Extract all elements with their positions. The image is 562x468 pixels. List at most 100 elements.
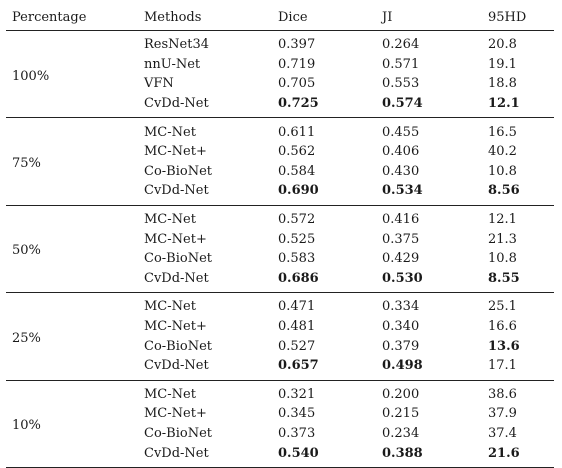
method-cell: Co-BioNet	[144, 163, 212, 179]
ji-cell: 0.416	[382, 212, 420, 228]
table-row: VFN 0.705 0.553 18.8	[6, 74, 554, 94]
method-cell: CvDd-Net	[144, 183, 209, 199]
table-row: Co-BioNet 0.373 0.234 37.4	[6, 424, 554, 444]
group-25pct: 25% MC-Net 0.471 0.334 25.1 MC-Net+ 0.481 0.340…	[6, 293, 554, 380]
ji-cell: 0.574	[382, 96, 423, 112]
table-row: CvDd-Net 0.686 0.530 8.55	[6, 269, 554, 293]
hd-cell: 12.1	[488, 96, 520, 112]
header-95hd: 95HD	[488, 9, 527, 25]
dice-cell: 0.725	[278, 96, 319, 112]
method-cell: Co-BioNet	[144, 251, 212, 267]
dice-cell: 0.705	[278, 76, 316, 92]
header-methods: Methods	[144, 9, 202, 25]
hd-cell: 18.8	[488, 76, 517, 92]
hd-cell: 40.2	[488, 144, 517, 160]
method-cell: MC-Net+	[144, 144, 207, 160]
header-ji: JI	[382, 9, 393, 25]
dice-cell: 0.572	[278, 212, 316, 228]
dice-cell: 0.321	[278, 386, 316, 402]
hd-cell: 10.8	[488, 163, 517, 179]
table-row: 25% MC-Net 0.471 0.334 25.1	[6, 293, 554, 345]
table-row: CvDd-Net 0.690 0.534 8.56	[6, 181, 554, 205]
table-row: MC-Net+ 0.481 0.340 16.6	[6, 317, 554, 337]
method-cell: MC-Net+	[144, 406, 207, 422]
method-cell: MC-Net	[144, 124, 196, 140]
method-cell: MC-Net	[144, 212, 196, 228]
method-cell: Co-BioNet	[144, 425, 212, 441]
percentage-cell: 25%	[12, 330, 41, 346]
hd-cell: 38.6	[488, 386, 517, 402]
ji-cell: 0.571	[382, 56, 420, 72]
ji-cell: 0.375	[382, 231, 420, 247]
dice-cell: 0.583	[278, 251, 316, 267]
header-row: Percentage Methods Dice JI 95HD	[6, 4, 554, 31]
method-cell: MC-Net	[144, 299, 196, 315]
table-header: Percentage Methods Dice JI 95HD	[6, 4, 554, 31]
hd-cell: 8.55	[488, 270, 520, 286]
group-100pct: 100% ResNet34 0.397 0.264 20.8 nnU-Net 0.719 0.…	[6, 31, 554, 118]
ji-cell: 0.553	[382, 76, 420, 92]
method-cell: Co-BioNet	[144, 338, 212, 354]
group-50pct: 50% MC-Net 0.572 0.416 12.1 MC-Net+ 0.525 0.375…	[6, 205, 554, 293]
hd-cell: 25.1	[488, 299, 517, 315]
table-row: nnU-Net 0.719 0.571 19.1	[6, 55, 554, 75]
table-row: 100% ResNet34 0.397 0.264 20.8	[6, 31, 554, 83]
ji-cell: 0.388	[382, 445, 423, 461]
dice-cell: 0.719	[278, 56, 316, 72]
ji-cell: 0.334	[382, 299, 420, 315]
dice-cell: 0.562	[278, 144, 316, 160]
method-cell: CvDd-Net	[144, 358, 209, 374]
ji-cell: 0.215	[382, 406, 420, 422]
ji-cell: 0.234	[382, 425, 420, 441]
dice-cell: 0.584	[278, 163, 316, 179]
table-row: CvDd-Net 0.657 0.498 17.1	[6, 356, 554, 380]
method-cell: MC-Net+	[144, 231, 207, 247]
percentage-cell: 10%	[12, 418, 41, 434]
header-dice: Dice	[278, 9, 308, 25]
table-row: Co-BioNet 0.527 0.379 13.6	[6, 336, 554, 356]
hd-cell: 37.4	[488, 425, 517, 441]
table-row: Co-BioNet 0.583 0.429 10.8	[6, 249, 554, 269]
hd-cell: 19.1	[488, 56, 517, 72]
method-cell: nnU-Net	[144, 56, 201, 72]
dice-cell: 0.527	[278, 338, 316, 354]
hd-cell: 16.6	[488, 319, 517, 335]
hd-cell: 16.5	[488, 124, 517, 140]
dice-cell: 0.525	[278, 231, 316, 247]
percentage-cell: 100%	[12, 68, 50, 84]
table-row: 75% MC-Net 0.611 0.455 16.5	[6, 118, 554, 171]
method-cell: MC-Net+	[144, 319, 207, 335]
hd-cell: 20.8	[488, 37, 517, 53]
table-row: 50% MC-Net 0.572 0.416 12.1	[6, 205, 554, 258]
ji-cell: 0.200	[382, 386, 420, 402]
method-cell: CvDd-Net	[144, 270, 209, 286]
table-row: MC-Net+ 0.562 0.406 40.2	[6, 142, 554, 162]
hd-cell: 37.9	[488, 406, 517, 422]
ji-cell: 0.455	[382, 124, 420, 140]
method-cell: CvDd-Net	[144, 96, 209, 112]
group-10pct: 10% MC-Net 0.321 0.200 38.6 MC-Net+ 0.345 0.215…	[6, 380, 554, 468]
hd-cell: 21.3	[488, 231, 517, 247]
hd-cell: 21.6	[488, 445, 520, 461]
hd-cell: 17.1	[488, 358, 517, 374]
method-cell: CvDd-Net	[144, 445, 209, 461]
dice-cell: 0.345	[278, 406, 316, 422]
group-75pct: 75% MC-Net 0.611 0.455 16.5 MC-Net+ 0.562 0.406…	[6, 118, 554, 206]
dice-cell: 0.686	[278, 270, 319, 286]
dice-cell: 0.471	[278, 299, 316, 315]
dice-cell: 0.540	[278, 445, 319, 461]
table-row: MC-Net+ 0.525 0.375 21.3	[6, 229, 554, 249]
ji-cell: 0.530	[382, 270, 423, 286]
percentage-cell: 75%	[12, 156, 41, 172]
dice-cell: 0.611	[278, 124, 316, 140]
hd-cell: 10.8	[488, 251, 517, 267]
ji-cell: 0.340	[382, 319, 420, 335]
dice-cell: 0.373	[278, 425, 316, 441]
ji-cell: 0.498	[382, 358, 423, 374]
header-percentage: Percentage	[12, 9, 87, 25]
table-row: 10% MC-Net 0.321 0.200 38.6	[6, 380, 554, 433]
dice-cell: 0.690	[278, 183, 319, 199]
ji-cell: 0.379	[382, 338, 420, 354]
table-row: CvDd-Net 0.725 0.574 12.1	[6, 94, 554, 118]
ji-cell: 0.429	[382, 251, 420, 267]
